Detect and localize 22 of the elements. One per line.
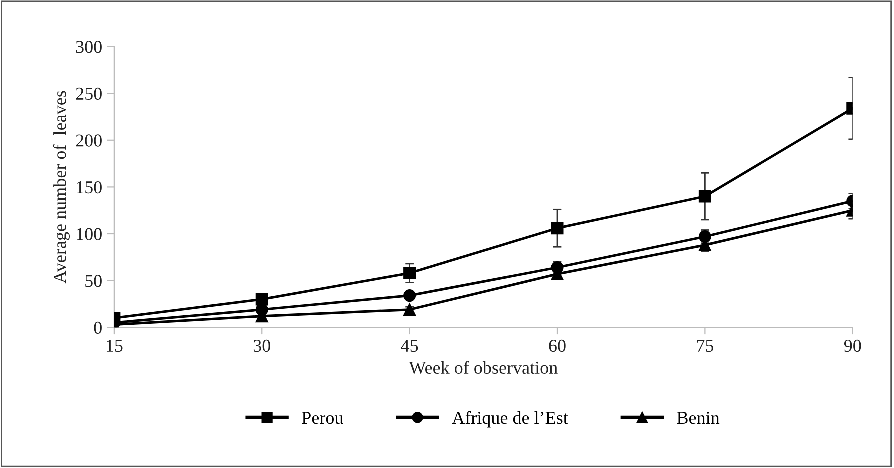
x-tick-label: 75 xyxy=(697,340,714,352)
y-tick-label: 150 xyxy=(77,181,102,194)
point xyxy=(404,290,416,302)
x-tick-label: 15 xyxy=(106,340,123,352)
x-tick-label: 45 xyxy=(401,340,418,352)
y-axis-title: Average number of leaves xyxy=(53,91,70,284)
x-axis-title: Week of observation xyxy=(409,361,558,374)
y-tick-label: 300 xyxy=(76,41,102,54)
y-tick-label: 50 xyxy=(86,275,102,288)
y-tick-label: 200 xyxy=(76,134,102,147)
legend-label: Afrique de l’Est xyxy=(452,411,568,428)
y-tick-label: 0 xyxy=(94,322,102,334)
legend-label: Perou xyxy=(302,412,344,424)
legend-label: Benin xyxy=(677,412,720,424)
y-tick-label: 100 xyxy=(77,228,102,240)
x-tick-label: 60 xyxy=(549,340,566,352)
x-tick-label: 90 xyxy=(844,340,862,352)
point xyxy=(551,222,564,235)
point xyxy=(404,267,416,280)
point xyxy=(404,304,416,316)
x-tick-label: 30 xyxy=(254,340,270,352)
y-tick-label: 250 xyxy=(76,88,102,100)
